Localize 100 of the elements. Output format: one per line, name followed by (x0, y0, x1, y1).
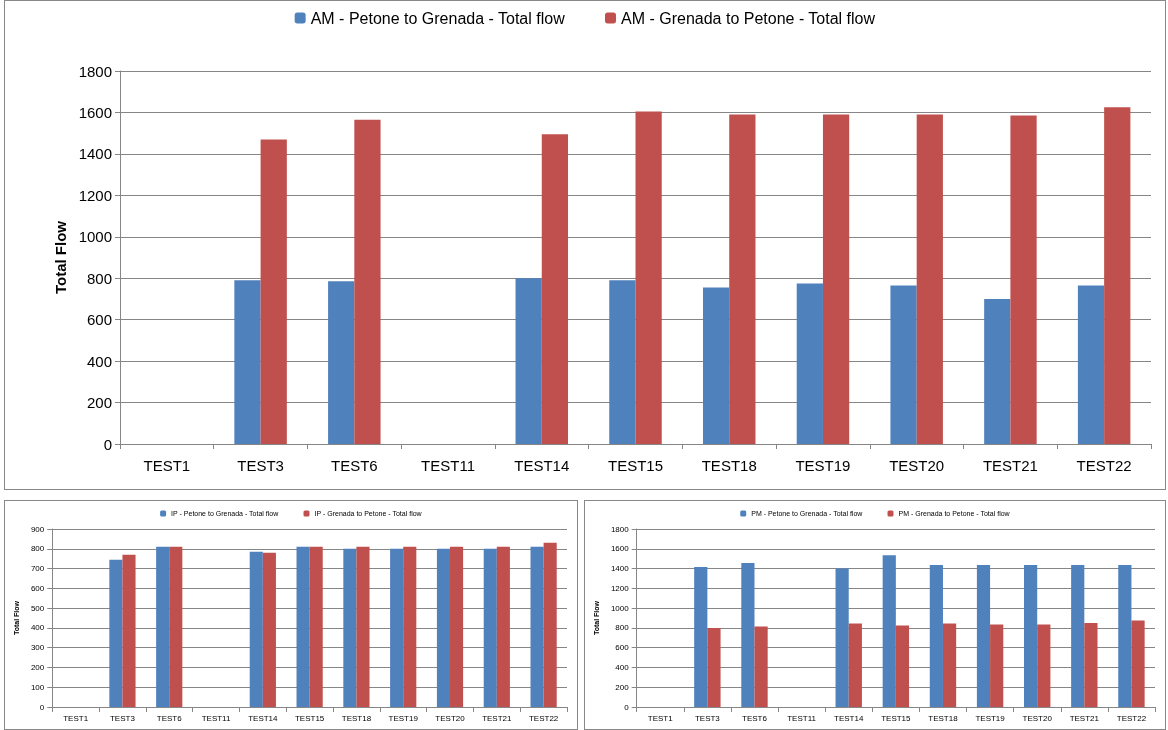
bar (122, 554, 136, 707)
bar (741, 563, 755, 707)
bar (390, 548, 404, 707)
y-tick-label: 300 (30, 643, 45, 653)
y-tick-label: 200 (615, 682, 630, 692)
bar (702, 287, 730, 444)
bar (916, 114, 943, 444)
x-tick-label: TEST22 (1076, 457, 1132, 474)
x-tick-label: TEST21 (1069, 713, 1100, 723)
x-tick-label: TEST18 (928, 713, 959, 723)
y-tick-label: 900 (30, 524, 45, 534)
bar (1010, 115, 1037, 444)
x-tick-label: TEST15 (294, 713, 325, 723)
x-tick-label: TEST18 (701, 457, 757, 474)
bar (483, 548, 497, 707)
bar (976, 565, 991, 707)
y-tick-label: 800 (615, 623, 630, 633)
bar (1077, 285, 1105, 444)
x-tick-label: TEST3 (109, 713, 136, 723)
y-tick-label: 0 (39, 702, 45, 712)
bar (156, 546, 170, 707)
bar (450, 546, 464, 707)
y-tick-label: 0 (103, 435, 112, 453)
y-axis-title: Total Flow (51, 220, 69, 295)
x-tick-label: TEST21 (982, 457, 1038, 474)
bar (354, 119, 381, 444)
bar (309, 546, 323, 707)
y-tick-label: 1800 (78, 62, 112, 80)
bar (403, 546, 417, 707)
y-tick-label: 1800 (610, 524, 630, 534)
bar (1118, 565, 1132, 707)
x-tick-label: TEST19 (975, 713, 1006, 723)
x-tick-label: TEST11 (787, 713, 817, 723)
bar (635, 111, 662, 444)
bar (543, 542, 557, 707)
bar (984, 298, 1011, 444)
bar (609, 280, 636, 444)
x-tick-label: TEST21 (482, 713, 513, 723)
x-tick-label: TEST6 (742, 713, 768, 723)
bar (707, 627, 721, 707)
y-tick-label: 1000 (610, 603, 630, 613)
bar (1084, 622, 1098, 707)
bar (942, 623, 957, 707)
x-tick-label: TEST11 (421, 457, 475, 474)
y-tick-label: 100 (30, 682, 45, 692)
y-tick-label: 200 (86, 394, 112, 412)
y-tick-label: 1200 (610, 583, 630, 593)
x-tick-label: TEST19 (795, 457, 851, 474)
x-tick-label: TEST18 (341, 713, 372, 723)
bar (249, 551, 263, 707)
bar (234, 280, 261, 444)
bar (296, 546, 310, 707)
bar (835, 568, 849, 707)
bar (109, 559, 123, 707)
y-tick-label: 400 (30, 623, 45, 633)
legend-label: AM - Grenada to Petone - Total flow (621, 9, 876, 27)
y-tick-label: 200 (30, 662, 45, 672)
bar (848, 623, 862, 707)
y-tick-label: 600 (615, 643, 630, 653)
bar (496, 546, 510, 707)
x-tick-label: TEST22 (1116, 713, 1147, 723)
x-tick-label: TEST14 (514, 457, 570, 474)
x-tick-label: TEST3 (237, 457, 284, 474)
x-tick-label: TEST14 (834, 713, 864, 723)
bar (796, 283, 823, 444)
x-tick-label: TEST19 (388, 713, 419, 723)
bar (754, 626, 768, 707)
x-tick-label: TEST6 (156, 713, 183, 723)
bar (990, 624, 1004, 707)
bar (436, 548, 451, 707)
bar (1024, 565, 1038, 707)
bar (822, 114, 850, 444)
x-tick-label: TEST15 (607, 457, 664, 474)
bar (530, 546, 544, 707)
x-tick-label: TEST20 (435, 713, 466, 723)
bar (169, 546, 183, 707)
x-tick-label: TEST15 (881, 713, 912, 723)
bar (895, 625, 910, 707)
bar (260, 139, 287, 444)
y-tick-label: 700 (30, 564, 45, 574)
bar (515, 278, 542, 444)
x-tick-label: TEST1 (647, 713, 674, 723)
y-tick-label: 600 (86, 311, 112, 329)
y-tick-label: 600 (30, 583, 45, 593)
y-tick-label: 400 (615, 662, 630, 672)
bar (694, 567, 708, 707)
bar (729, 114, 756, 444)
x-tick-label: TEST6 (330, 457, 378, 474)
bar (1104, 107, 1131, 444)
x-tick-label: TEST20 (889, 457, 945, 474)
y-tick-label: 1200 (78, 186, 112, 204)
bar (882, 555, 896, 707)
x-tick-label: TEST11 (201, 713, 231, 723)
bar (890, 285, 917, 444)
bar (328, 281, 355, 444)
bar (262, 552, 276, 707)
y-tick-label: 1600 (78, 103, 112, 121)
bar (1071, 565, 1085, 707)
legend-label: AM - Petone to Grenada - Total flow (310, 9, 566, 27)
bar (356, 546, 370, 707)
